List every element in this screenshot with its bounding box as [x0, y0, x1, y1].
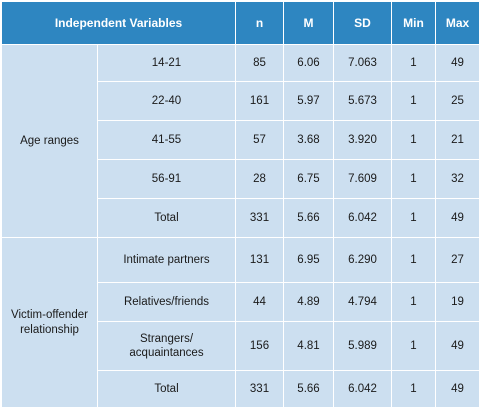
cell-m: 5.66 — [283, 370, 334, 408]
cell-sd: 6.042 — [333, 370, 392, 408]
cell-min: 1 — [391, 198, 436, 238]
cell-sd: 5.989 — [333, 321, 392, 371]
table-row: Victim-offender relationship Intimate pa… — [1, 237, 480, 408]
cell-min: 1 — [391, 370, 436, 408]
cell-min: 1 — [391, 237, 436, 283]
cell-min: 1 — [391, 282, 436, 322]
table-row: Relatives/friends 44 4.89 4.794 1 19 — [2, 282, 480, 322]
cell-sd: 6.042 — [333, 198, 392, 238]
cell-m: 6.06 — [283, 44, 334, 82]
cell-m: 3.68 — [283, 120, 334, 160]
cell-max: 25 — [435, 81, 480, 121]
cell-min: 1 — [391, 159, 436, 199]
cell-m: 6.75 — [283, 159, 334, 199]
subgroup-label: 14-21 — [97, 44, 236, 82]
cell-max: 21 — [435, 120, 480, 160]
cell-max: 49 — [435, 44, 480, 82]
cell-n: 85 — [235, 44, 284, 82]
cell-m: 6.95 — [283, 237, 334, 283]
table-row: Strangers/ acquaintances 156 4.81 5.989 … — [2, 321, 480, 371]
cell-min: 1 — [391, 44, 436, 82]
header-m: M — [283, 1, 334, 45]
cell-n: 131 — [235, 237, 284, 283]
cell-sd: 7.609 — [333, 159, 392, 199]
subgroup-label: Intimate partners — [97, 237, 236, 283]
cell-max: 49 — [435, 370, 480, 408]
table-row: Total 331 5.66 6.042 1 49 — [2, 198, 480, 238]
cell-sd: 5.673 — [333, 81, 392, 121]
table-row: Total 331 5.66 6.042 1 49 — [2, 370, 480, 408]
header-independent-variables: Independent Variables — [1, 1, 236, 45]
cell-m: 4.89 — [283, 282, 334, 322]
cell-min: 1 — [391, 321, 436, 371]
header-sd: SD — [333, 1, 392, 45]
cell-min: 1 — [391, 81, 436, 121]
header-min: Min — [391, 1, 436, 45]
cell-n: 57 — [235, 120, 284, 160]
subgroup-label-line: Strangers/ — [139, 333, 194, 345]
subgroup-label: 22-40 — [97, 81, 236, 121]
subgroup-label: Strangers/ acquaintances — [97, 321, 236, 371]
cell-n: 44 — [235, 282, 284, 322]
subgroup-label-total: Total — [97, 198, 236, 238]
cell-n: 156 — [235, 321, 284, 371]
header-max: Max — [435, 1, 480, 45]
cell-max: 19 — [435, 282, 480, 322]
cell-m: 5.97 — [283, 81, 334, 121]
cell-n: 28 — [235, 159, 284, 199]
group-label-age-ranges: Age ranges — [1, 44, 98, 238]
subgroup-label-total: Total — [97, 370, 236, 408]
cell-m: 4.81 — [283, 321, 334, 371]
subgroup-label: 41-55 — [97, 120, 236, 160]
subgroup-label: Relatives/friends — [97, 282, 236, 322]
cell-max: 49 — [435, 321, 480, 371]
cell-max: 49 — [435, 198, 480, 238]
cell-n: 331 — [235, 198, 284, 238]
cell-n: 161 — [235, 81, 284, 121]
group-label-victim-offender-relationship: Victim-offender relationship — [1, 237, 98, 408]
table-row: Age ranges 14-21 85 6.06 7.063 1 49 — [1, 44, 480, 238]
table-row: 22-40 161 5.97 5.673 1 25 — [2, 81, 480, 121]
cell-m: 5.66 — [283, 198, 334, 238]
subgroup-label-line: acquaintances — [129, 347, 204, 359]
subgroup-label: 56-91 — [97, 159, 236, 199]
header-n: n — [235, 1, 284, 45]
header-row: Independent Variables n M SD Min Max — [1, 1, 480, 45]
group-label-line: relationship — [20, 323, 79, 336]
cell-sd: 7.063 — [333, 44, 392, 82]
table-row: 56-91 28 6.75 7.609 1 32 — [2, 159, 480, 199]
group-label-line: Victim-offender — [11, 308, 88, 321]
cell-max: 32 — [435, 159, 480, 199]
cell-max: 27 — [435, 237, 480, 283]
cell-min: 1 — [391, 120, 436, 160]
cell-sd: 6.290 — [333, 237, 392, 283]
cell-sd: 3.920 — [333, 120, 392, 160]
cell-sd: 4.794 — [333, 282, 392, 322]
cell-n: 331 — [235, 370, 284, 408]
